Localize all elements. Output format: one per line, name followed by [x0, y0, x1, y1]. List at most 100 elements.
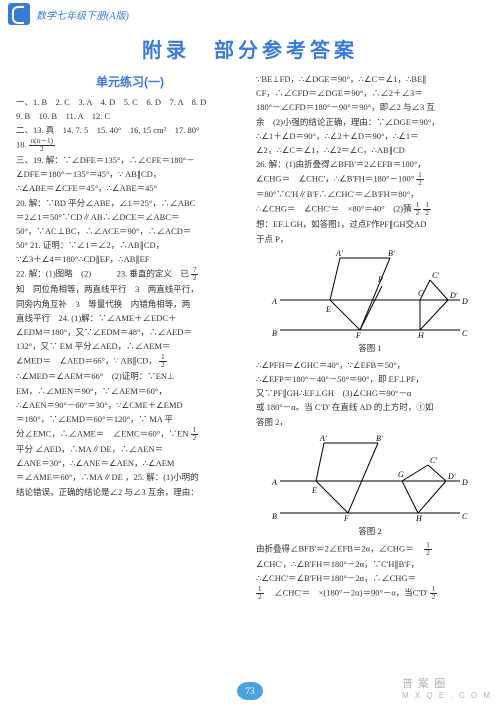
brand-text: 数学七年级下册(A版)	[36, 7, 129, 22]
watermark-line1: 普 案 圈	[402, 675, 492, 691]
text-line: 26. 解：(1)由折叠得∠BFB'＝2∠EFB＝100°，	[256, 158, 484, 171]
brand-logo-icon	[8, 3, 30, 25]
figure-2-caption: 答图 2	[256, 525, 484, 538]
fraction: 1 2	[414, 202, 422, 217]
text-line: 直线平行 24. (1)解：∵∠AME＋∠EDC＋	[16, 312, 244, 325]
text-line: ∵BE⊥FD，∴∠DGE＝90°，∴∠C＝∠1，∴BE∥	[256, 73, 484, 86]
svg-text:G: G	[398, 470, 404, 479]
text-line: 或 180°－α。当 C'D' 在直线 AD 的上方时，①如	[256, 401, 484, 414]
fraction-den: 2	[191, 435, 199, 442]
fraction: 1 2	[416, 172, 424, 187]
text-line: ∴∠ABE＝∠CFE＝45°，∴∠ABE＝45°	[16, 182, 244, 195]
text-line: 18. n(n－1) 2	[16, 138, 244, 153]
text-line: 132°，又∵ EM 平分∠AED，∴∠AEM＝	[16, 340, 244, 353]
text-line: 三、19. 解：∵∠DFE＝135°，∴∠CFE＝180°－	[16, 154, 244, 167]
text-line: 知 同位角相等，两直线平行 3 两直线平行，	[16, 283, 244, 296]
inline-text: 由折叠得∠BFB'＝2∠EFB＝2α，∠CHG＝	[256, 543, 422, 553]
inline-text: ∠CHC'＝ ×(180°－2α)＝90°－α，当C'D'	[266, 588, 428, 598]
svg-text:F: F	[343, 514, 349, 523]
text-line: 想：EF⊥GH，如答图1，过点F作PF∥GH交AD	[256, 218, 484, 231]
svg-text:G: G	[418, 289, 424, 298]
text-line: ∴∠CHC'＝∠B'FH＝180°－2α，∴∠CHG＝	[256, 572, 484, 585]
text-line: ＝80°∵C'H∥B'F∴∠CHC'＝∠B'FH＝80°，	[256, 188, 484, 201]
fraction: n(n－1) 2	[29, 138, 55, 153]
svg-text:H: H	[417, 331, 425, 340]
svg-text:A: A	[271, 478, 277, 487]
text-line: 答图 2，	[256, 416, 484, 429]
text-line: ∴∠AEN＝90°－60°＝30°，∵∠CME＋∠EMD	[16, 399, 244, 412]
inline-text: ∠CHG＝ ∠CHC'，∴∠B'FH＝180°－100°	[256, 174, 414, 184]
watermark: 普 案 圈 M X Q E . C O M	[402, 675, 492, 700]
text-line: 分∠EMC，∴∠AME＝ ∠EMC＝60°，∵EN 1 2	[16, 427, 244, 442]
fraction-den: 2	[191, 275, 199, 282]
svg-text:E: E	[325, 305, 331, 314]
fraction-den: 2	[430, 594, 438, 601]
text-line: 50°，∵AC⊥BC，∴∠ACE＝90°，∴∠ACD＝	[16, 225, 244, 238]
fraction-den: 2	[423, 210, 431, 217]
fraction-den: 2	[256, 594, 264, 601]
text-line: ∠ANE＝30°，∴∠ANE＝∠AEN，∴∠AEM	[16, 457, 244, 470]
text-line: ∠DFE＝180°－135°＝45°，∵ AB∥CD，	[16, 168, 244, 181]
svg-text:A: A	[271, 297, 277, 306]
figure-2-svg: AEA'B'GC'D'DBFHC	[270, 433, 470, 523]
figure-1-svg: AEA'PB'GC'D'DBFHC	[270, 250, 470, 340]
content-columns: 单元练习(一) 一、1. B 2. C 3. A 4. D 5. C 6. D …	[0, 73, 500, 602]
text-line: ＝∠AME＝60°，∴MA∥DE ，25. 解：(1)小明的	[16, 471, 244, 484]
watermark-line2: M X Q E . C O M	[402, 691, 492, 700]
text-line: 180°－∠CFD＝180°－90°＝90°，即∠2 与∠3 互	[256, 101, 484, 114]
svg-text:B': B'	[376, 434, 383, 443]
fraction: 1 2	[430, 586, 438, 601]
right-column: ∵BE⊥FD，∴∠DGE＝90°，∴∠C＝∠1，∴BE∥ CF，∴∠CFD＝∠D…	[256, 73, 484, 602]
section-heading: 单元练习(一)	[16, 73, 244, 92]
text-line: 22. 解：(1)图略 (2) 23. 垂直的定义 已 7 2	[16, 267, 244, 282]
svg-text:B': B'	[388, 250, 395, 258]
inline-text: 分∠EMC，∴∠AME＝ ∠EMC＝60°，∵EN	[16, 428, 188, 438]
fraction: 1 2	[159, 354, 167, 369]
text-line: 20. 解：∵BD 平分∠ABE，∠1＝25°，∴∠ABC	[16, 197, 244, 210]
fraction-den: 2	[29, 146, 55, 153]
text-line: ∠MED＝ ∠AED＝66°，∵ AB∥CD， 1 2	[16, 354, 244, 369]
inline-text: 18.	[16, 140, 27, 150]
text-line: EM，∴∠MEN＝90°，∵∠AEM＝60°，	[16, 385, 244, 398]
svg-text:C': C'	[430, 456, 437, 465]
svg-text:A': A'	[335, 250, 343, 258]
figure-1-caption: 答图 1	[256, 342, 484, 355]
text-line: 1 2 ∠CHC'＝ ×(180°－2α)＝90°－α，当C'D' 1 2	[256, 586, 484, 601]
text-line: ∴∠CHG＝ ∠CHC'＝ ×80°＝40° (2)猜 1 2 1 2	[256, 202, 484, 217]
page-header: 数学七年级下册(A版)	[0, 0, 500, 28]
fraction: 7 2	[191, 267, 199, 282]
fraction-den: 2	[159, 362, 167, 369]
figure-1: AEA'PB'GC'D'DBFHC 答图 1	[256, 250, 484, 355]
text-line: 50° 21. 证明：∵∠1＝∠2，∴AB∥CD，	[16, 239, 244, 252]
text-line: ∴∠EFP＝180°－40°－50°＝90°，即 EF⊥PF，	[256, 373, 484, 386]
page-number: 73	[237, 682, 263, 700]
svg-text:C': C'	[432, 271, 439, 280]
text-line: 由折叠得∠BFB'＝2∠EFB＝2α，∠CHG＝ 1 2	[256, 542, 484, 557]
text-line: 又∵PF∥GH∴EF⊥GH (3)∠CHG＝90°－α	[256, 387, 484, 400]
text-line: ∴∠MED＝∠AEM＝66° (2)证明：∵EN⊥	[16, 370, 244, 383]
text-line: 9. B 10. B 11. A 12. C	[16, 110, 244, 123]
inline-text: ∴∠CHG＝ ∠CHC'＝ ×80°＝40° (2)猜	[256, 204, 412, 214]
text-line: ∠EDM＝180°，又∵∠EDM＝48°，∴∠AED＝	[16, 326, 244, 339]
page-title: 附录 部分参考答案	[0, 34, 500, 63]
left-column: 单元练习(一) 一、1. B 2. C 3. A 4. D 5. C 6. D …	[16, 73, 244, 602]
fraction: 1 2	[256, 586, 264, 601]
inline-text: 22. 解：(1)图略 (2) 23. 垂直的定义 已	[16, 269, 189, 279]
text-line: 平分 ∠AED，∴MA∥DE，∴∠AEN＝	[16, 443, 244, 456]
text-line: 一、1. B 2. C 3. A 4. D 5. C 6. D 7. A 8. …	[16, 96, 244, 109]
svg-text:D': D'	[447, 472, 456, 481]
text-line: ∠CHG＝ ∠CHC'，∴∠B'FH＝180°－100° 1 2	[256, 172, 484, 187]
fraction-den: 2	[414, 210, 422, 217]
svg-text:B: B	[272, 512, 277, 521]
svg-text:P: P	[377, 275, 383, 284]
svg-text:H: H	[415, 514, 423, 523]
svg-text:D: D	[461, 297, 468, 306]
fraction: 1 2	[423, 202, 431, 217]
fraction-den: 2	[416, 180, 424, 187]
text-line: 同旁内角互补 3 等量代换 内错角相等，两	[16, 298, 244, 311]
svg-text:C: C	[462, 512, 468, 521]
svg-text:C: C	[462, 329, 468, 338]
text-line: ∴∠PFH＝∠GHC＝40°，∵∠EFB＝50°，	[256, 359, 484, 372]
fraction-den: 2	[424, 550, 432, 557]
svg-text:F: F	[355, 331, 361, 340]
